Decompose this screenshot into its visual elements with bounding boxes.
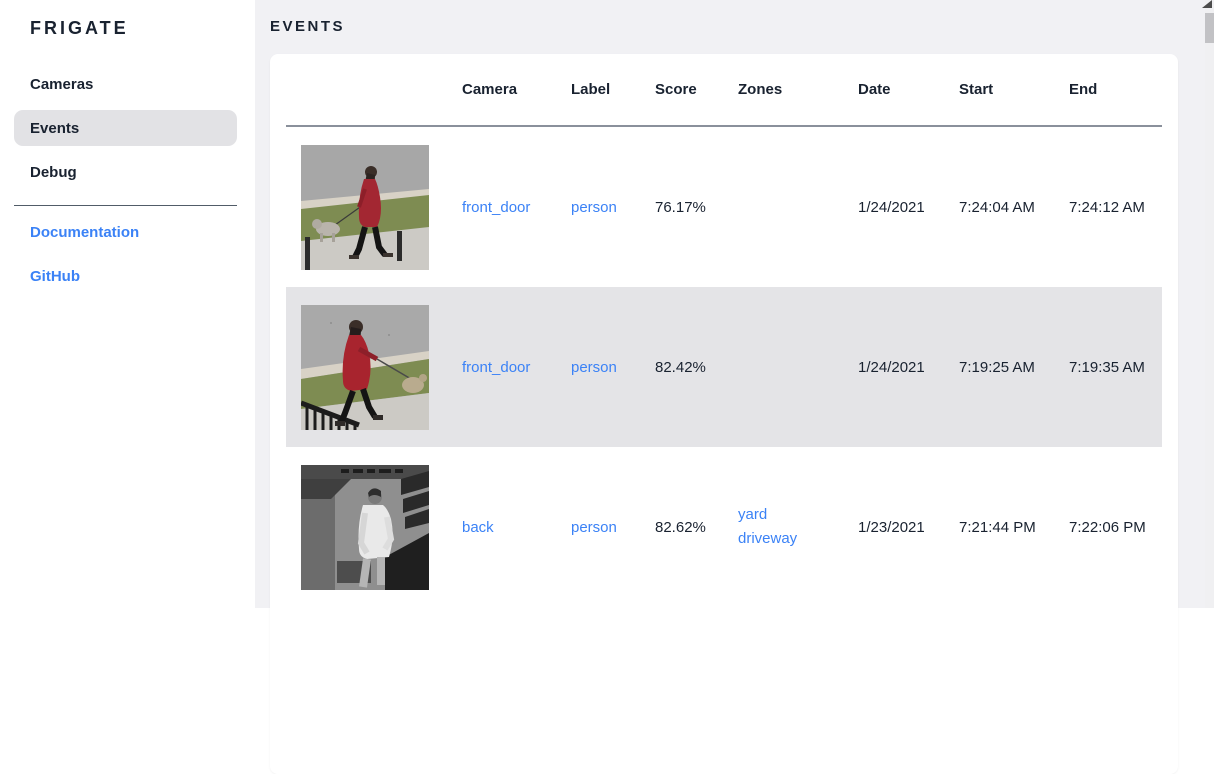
label-link[interactable]: person [571,358,617,376]
scrollbar-track[interactable] [1205,0,1214,608]
column-header-score: Score [655,81,697,98]
score-cell: 76.17% [655,198,706,216]
table-row[interactable]: front_door person 76.17% 1/24/2021 7:24:… [286,127,1162,287]
event-thumbnail[interactable] [301,304,429,430]
camera-cell: back [462,519,571,536]
camera-link[interactable]: front_door [462,358,531,376]
page-title: EVENTS [270,18,346,35]
label-link[interactable]: person [571,198,617,216]
start-cell: 7:24:04 AM [959,198,1035,216]
zones-cell: yard driveway [738,503,858,551]
sidebar-link-label: Documentation [30,223,140,241]
score-cell: 82.42% [655,358,706,376]
thumbnail-cell [286,144,462,270]
event-thumbnail[interactable] [301,464,429,590]
column-header-end: End [1069,81,1098,98]
zone-link[interactable]: driveway [738,530,798,547]
sidebar-item-label: Debug [30,163,77,181]
event-thumbnail[interactable] [301,144,429,270]
label-link[interactable]: person [571,518,617,536]
sidebar-item-events[interactable]: Events [14,110,237,146]
column-header-start: Start [959,81,994,98]
column-header-label: Label [571,81,611,98]
scrollbar-thumb[interactable] [1205,13,1214,43]
events-card: Camera Label Score Zones Date Start End [270,54,1178,774]
date-cell: 1/24/2021 [858,198,925,216]
sidebar-item-cameras[interactable]: Cameras [14,66,237,102]
sidebar-link-label: GitHub [30,267,80,285]
camera-link[interactable]: front_door [462,198,531,216]
sidebar-nav: Cameras Events Debug Documentation GitHu… [0,66,255,294]
app-logo[interactable]: FRIGATE [30,18,129,38]
start-cell: 7:19:25 AM [959,358,1035,376]
table-row[interactable]: back person 82.62% yard driveway 1/23/20… [286,447,1162,607]
column-header-date: Date [858,81,891,98]
sidebar: FRIGATE Cameras Events Debug Documentati… [0,0,255,608]
sidebar-link-github[interactable]: GitHub [14,258,237,294]
score-cell: 82.62% [655,518,706,536]
end-cell: 7:19:35 AM [1069,358,1145,376]
camera-cell: front_door [462,359,571,376]
sidebar-item-debug[interactable]: Debug [14,154,237,190]
zone-link[interactable]: yard [738,506,768,523]
main-content: EVENTS Camera Label Score Zones Date Sta… [255,0,1214,774]
label-cell: person [571,359,655,376]
label-cell: person [571,199,655,216]
label-cell: person [571,519,655,536]
camera-cell: front_door [462,199,571,216]
camera-link[interactable]: back [462,518,494,536]
events-table-header: Camera Label Score Zones Date Start End [286,54,1162,127]
end-cell: 7:24:12 AM [1069,198,1145,216]
table-row[interactable]: front_door person 82.42% 1/24/2021 7:19:… [286,287,1162,447]
end-cell: 7:22:06 PM [1069,518,1146,536]
scroll-corner-icon [1202,0,1212,8]
column-header-zones: Zones [738,81,783,98]
date-cell: 1/23/2021 [858,518,925,536]
sidebar-link-documentation[interactable]: Documentation [14,214,237,250]
start-cell: 7:21:44 PM [959,518,1036,536]
sidebar-item-label: Cameras [30,75,94,93]
column-header-camera: Camera [462,81,518,98]
thumbnail-cell [286,464,462,590]
sidebar-divider [14,205,237,206]
sidebar-item-label: Events [30,119,80,137]
date-cell: 1/24/2021 [858,358,925,376]
thumbnail-cell [286,304,462,430]
